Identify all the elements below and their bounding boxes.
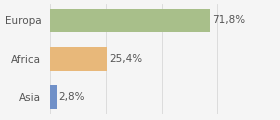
Text: 25,4%: 25,4% [109, 54, 142, 64]
Bar [50, 9, 210, 32]
Bar [50, 85, 57, 109]
Text: 71,8%: 71,8% [212, 15, 245, 25]
Text: 2,8%: 2,8% [59, 92, 85, 102]
Bar [50, 47, 107, 71]
